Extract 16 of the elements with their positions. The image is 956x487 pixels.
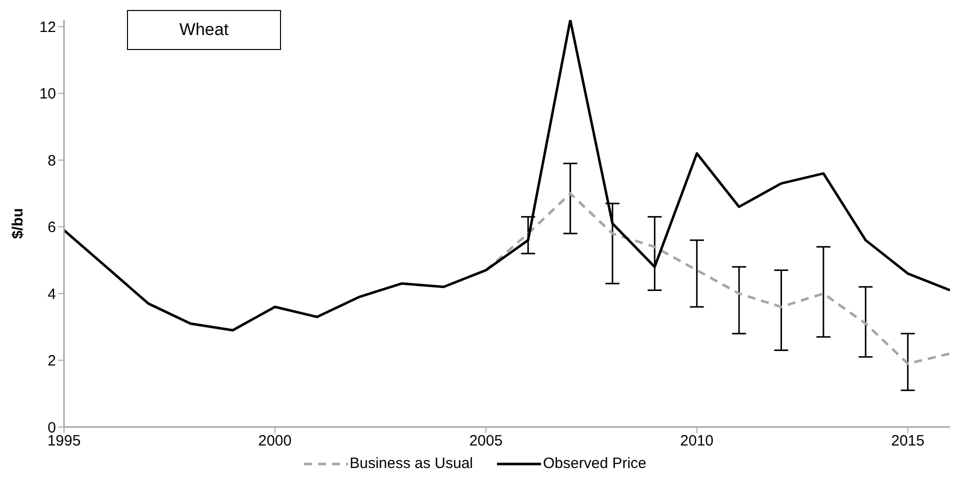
chart-title: Wheat (179, 20, 229, 40)
y-tick-label: 8 (48, 152, 56, 170)
x-tick-label: 2000 (258, 432, 292, 450)
line-series (484, 192, 950, 365)
line-series (64, 20, 950, 332)
x-tick-label: 2015 (891, 432, 924, 450)
y-tick-label: 4 (48, 286, 56, 303)
y-tick-label: 6 (48, 219, 56, 236)
x-tick-label: 2010 (680, 432, 714, 450)
y-axis-title: $/bu (10, 208, 26, 239)
y-tick-label: 12 (39, 18, 56, 36)
y-tick-label: 2 (48, 352, 56, 370)
x-tick-label: 2005 (469, 432, 503, 450)
legend-label: Observed Price (543, 455, 646, 472)
y-tick-label: 10 (39, 86, 56, 103)
legend-label: Business as Usual (350, 455, 474, 472)
